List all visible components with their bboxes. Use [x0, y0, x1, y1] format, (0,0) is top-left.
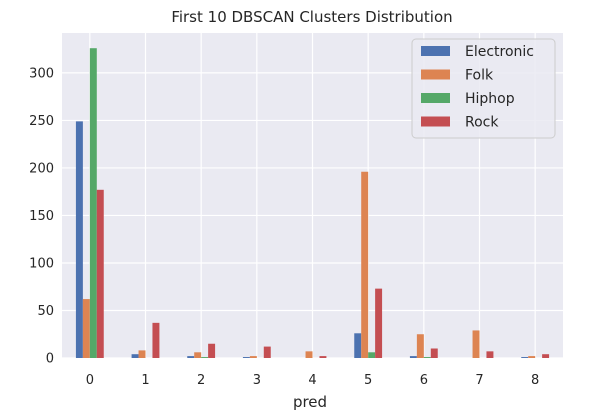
- bar-electronic-6: [409, 356, 417, 358]
- y-tick-label: 200: [29, 161, 54, 176]
- legend: Electronic Folk Hiphop Rock: [411, 38, 556, 139]
- x-tick-label: 3: [253, 373, 261, 388]
- bar-folk-1: [138, 350, 146, 358]
- bar-folk-7: [472, 330, 480, 358]
- legend-label-folk: Folk: [465, 68, 494, 84]
- bar-folk-3: [249, 356, 257, 358]
- legend-swatch-electronic: [421, 46, 450, 56]
- bar-hiphop-5: [368, 352, 376, 358]
- bar-electronic-1: [131, 354, 139, 358]
- x-tick-label: 0: [86, 373, 94, 388]
- bar-electronic-8: [521, 357, 529, 358]
- bar-rock-6: [430, 348, 438, 358]
- bar-hiphop-6: [423, 357, 431, 358]
- legend-swatch-rock: [421, 116, 450, 127]
- bar-folk-0: [82, 299, 90, 358]
- x-tick-label: 2: [197, 373, 205, 388]
- y-tick-label: 250: [29, 114, 54, 129]
- x-tick-label: 4: [308, 373, 316, 388]
- legend-label-electronic: Electronic: [465, 44, 534, 60]
- bar-rock-0: [96, 189, 104, 358]
- bars: [75, 48, 550, 358]
- bar-rock-8: [542, 354, 550, 358]
- x-axis-label: pred: [293, 393, 327, 411]
- bar-hiphop-0: [89, 48, 97, 358]
- bar-electronic-5: [354, 333, 362, 358]
- bar-folk-4: [305, 351, 313, 358]
- y-tick-label: 300: [29, 66, 54, 81]
- y-tick-label: 50: [37, 304, 54, 319]
- y-tick-label: 150: [29, 209, 54, 224]
- x-tick-label: 6: [420, 373, 428, 388]
- bar-rock-5: [375, 288, 383, 358]
- legend-label-hiphop: Hiphop: [465, 91, 515, 107]
- legend-swatch-hiphop: [421, 93, 450, 103]
- bar-hiphop-2: [201, 357, 209, 358]
- bar-folk-8: [528, 356, 536, 358]
- bar-rock-7: [486, 351, 494, 358]
- x-tick-label: 8: [531, 373, 539, 388]
- bar-electronic-0: [75, 121, 83, 358]
- y-tick-labels: 0 50 100 150 200 250 300: [29, 66, 54, 366]
- chart-title: First 10 DBSCAN Clusters Distribution: [171, 8, 452, 26]
- bar-rock-4: [319, 356, 327, 358]
- x-tick-label: 5: [364, 373, 372, 388]
- legend-label-rock: Rock: [465, 115, 499, 131]
- legend-swatch-folk: [421, 69, 450, 80]
- legend-box: [411, 38, 556, 139]
- bar-rock-1: [152, 322, 160, 358]
- bar-electronic-2: [187, 356, 195, 358]
- bar-electronic-3: [242, 357, 250, 358]
- y-tick-label: 0: [46, 352, 54, 367]
- bar-rock-3: [263, 346, 271, 358]
- bar-folk-2: [194, 352, 202, 358]
- bar-folk-5: [361, 171, 369, 358]
- x-tick-labels: 0 1 2 3 4 5 6 7 8: [86, 373, 540, 388]
- y-tick-label: 100: [29, 256, 54, 271]
- x-tick-label: 1: [141, 373, 149, 388]
- x-tick-label: 7: [475, 373, 483, 388]
- bar-rock-2: [208, 343, 216, 358]
- bar-folk-6: [416, 334, 424, 358]
